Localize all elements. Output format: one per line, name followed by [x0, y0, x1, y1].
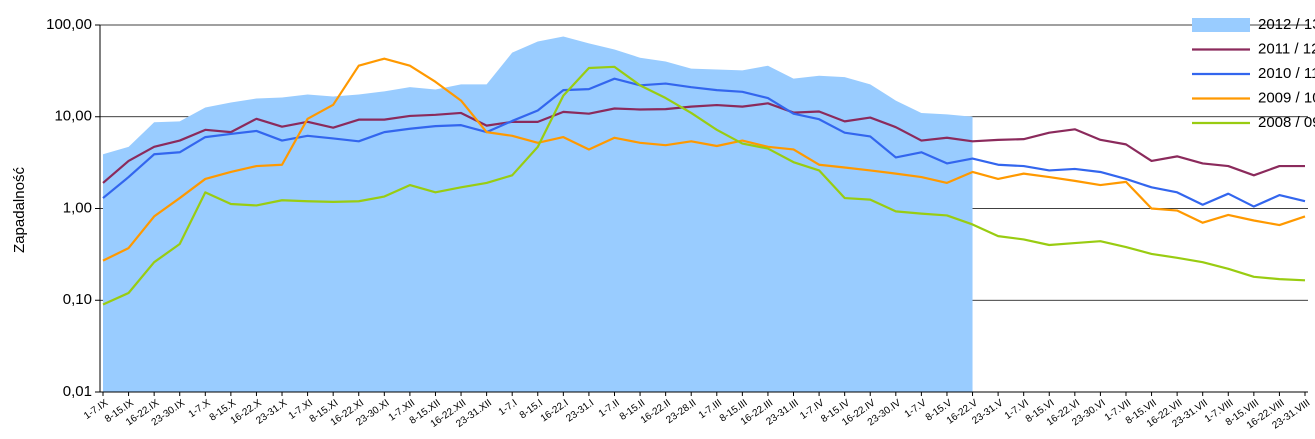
y-axis-label: Zapadalność [11, 167, 28, 253]
x-tick-label: 1-7.I [497, 398, 520, 418]
x-tick-label: 23-31.I [564, 398, 596, 425]
line [102, 65, 1306, 306]
y-tick-label: 0,01 [63, 383, 92, 400]
x-tick-label: 16-22.I [539, 398, 571, 425]
legend-label: 2011 / 12 [1258, 40, 1315, 57]
x-tick-label: 1-7.II [597, 398, 622, 420]
series-layer [102, 36, 1306, 392]
legend-label: 2012 / 13 [1258, 16, 1315, 33]
line [102, 77, 1306, 208]
legend-swatch [1192, 18, 1250, 32]
y-tick-label: 10,00 [54, 108, 92, 125]
legend-label: 2008 / 09 [1258, 114, 1315, 131]
legend-label: 2009 / 10 [1258, 89, 1315, 106]
legend-label: 2010 / 11 [1258, 65, 1315, 82]
line [102, 57, 1306, 262]
y-tick-label: 1,00 [63, 199, 92, 216]
y-tick-label: 100,00 [46, 16, 92, 33]
area [103, 36, 973, 392]
line [102, 102, 1305, 184]
y-tick-label: 0,10 [63, 291, 92, 308]
